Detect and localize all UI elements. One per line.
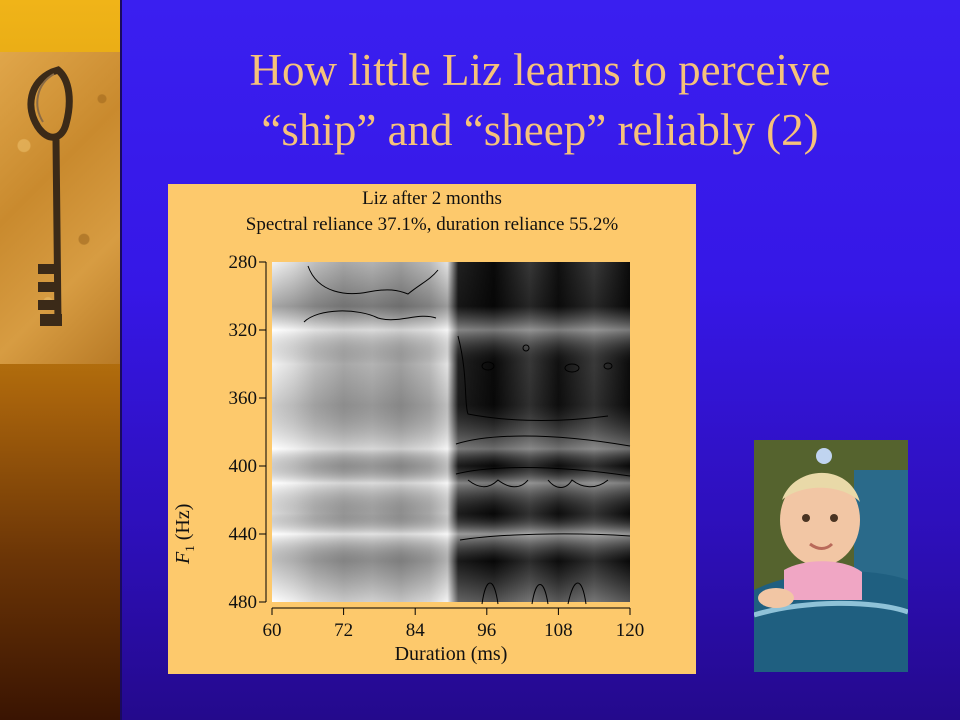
heatmap-chart: 60 72 84 96 108 120 280 320 360 400 440 480 Duration… [229, 252, 645, 665]
y-tick-label: 440 [229, 524, 258, 545]
x-tick-label: 84 [406, 620, 426, 641]
contour-line [455, 467, 631, 477]
antique-key-icon [0, 52, 120, 364]
y-tick-label: 480 [229, 592, 258, 613]
contour-island [603, 362, 613, 370]
figure-subtitle: Spectral reliance 37.1%, duration relian… [245, 214, 619, 235]
y-tick-label: 320 [229, 320, 258, 341]
contour-line [307, 265, 439, 295]
x-tick-label: 60 [263, 620, 282, 641]
slide-title: How little Liz learns to perceive “ship”… [130, 40, 950, 160]
slide-title-line2: “ship” and “sheep” reliably (2) [261, 105, 819, 155]
contour-island [564, 363, 580, 373]
contour-line [467, 479, 529, 488]
contour-line [459, 533, 631, 541]
x-tick-label: 96 [477, 620, 496, 641]
x-axis-label: Duration (ms) [395, 643, 508, 665]
figure-title: Liz after 2 months [362, 188, 502, 209]
contour-line [455, 435, 631, 447]
contour-island [522, 344, 530, 352]
heatmap-rows [272, 262, 630, 602]
contour-line [481, 582, 499, 605]
contour-line [531, 584, 549, 605]
baby-photo [754, 440, 908, 672]
contour-line [457, 335, 609, 421]
figure-panel: Liz after 2 months Spectral reliance 37.… [168, 184, 696, 674]
contour-line [567, 582, 587, 605]
contour-line [547, 479, 609, 488]
x-tick-label: 108 [544, 620, 573, 641]
y-tick-label: 280 [229, 252, 258, 273]
contour-line [303, 310, 437, 323]
left-bar-divider [120, 0, 122, 720]
x-tick-label: 72 [334, 620, 353, 641]
slide-title-line1: How little Liz learns to perceive [249, 45, 831, 95]
contour-island [481, 361, 495, 371]
y-tick-label: 400 [229, 456, 258, 477]
x-tick-label: 120 [616, 620, 645, 641]
y-tick-label: 360 [229, 388, 258, 409]
